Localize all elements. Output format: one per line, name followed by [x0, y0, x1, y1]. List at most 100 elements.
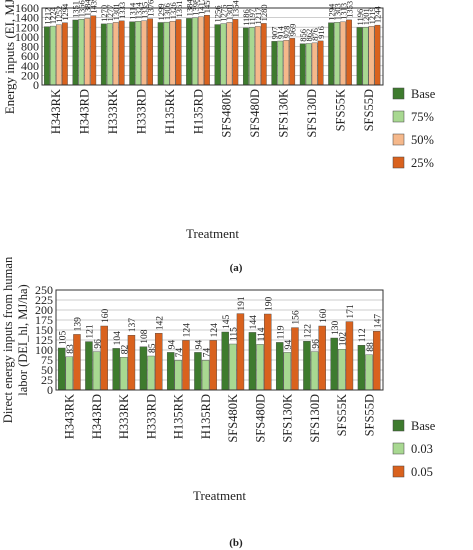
- panel-a-data-label: 916: [316, 26, 326, 39]
- panel-a-bar: [214, 24, 221, 86]
- panel-b-x-tick-label: H333RK: [117, 394, 131, 439]
- panel-b-y-tick-label: 150: [35, 323, 53, 337]
- panel-a-data-label: 969: [287, 24, 297, 37]
- panel-b-y-tick-label: 25: [41, 373, 53, 387]
- panel-a-bar: [226, 22, 233, 86]
- panel-b-bar: [127, 335, 136, 391]
- panel-a-data-label: 1256: [213, 6, 223, 23]
- panel-b-data-label: 96: [311, 339, 321, 349]
- panel-b-bar: [357, 345, 366, 391]
- panel-b-data-label: 190: [265, 297, 275, 312]
- panel-a-bar: [299, 43, 306, 86]
- panel-b-x-tick-label: H135RD: [199, 394, 213, 439]
- panel-b-data-label: 94: [284, 340, 294, 350]
- panel-a-bar: [50, 25, 56, 86]
- panel-a-data-label: 1280: [259, 4, 269, 21]
- panel-a-bar: [72, 19, 79, 86]
- panel-b-caption-label: (b): [229, 537, 243, 549]
- panel-a-bar: [248, 27, 255, 86]
- panel-a-data-label: 1335: [139, 2, 149, 19]
- panel-b-bar: [303, 341, 311, 391]
- panel-a-bar: [44, 26, 50, 86]
- panel-a-bar: [283, 40, 290, 86]
- panel-a-data-label: 1212: [42, 8, 52, 25]
- panel-b-data-label: 145: [222, 315, 232, 330]
- panel-a-bar: [141, 20, 148, 86]
- panel-a-legend-swatch: [392, 87, 405, 100]
- panel-a-y-axis-label: Energy inputs (EI, MJ/ha): [2, 0, 17, 114]
- panel-b-data-label: 191: [237, 296, 247, 311]
- panel-a-x-tick-label: SFS55K: [333, 89, 347, 131]
- panel-b-data-label: 74: [202, 348, 212, 358]
- panel-b-legend-swatch: [392, 442, 405, 455]
- panel-a-data-label: 914: [276, 26, 286, 40]
- panel-b-bar: [85, 341, 93, 391]
- panel-a-bar: [328, 22, 335, 86]
- panel-a-bar: [112, 22, 119, 86]
- panel-b-bar: [291, 327, 299, 391]
- panel-a-bar: [334, 22, 340, 86]
- panel-a-data-label: 862: [304, 29, 314, 42]
- panel-a-caption-label: (a): [230, 262, 243, 274]
- panel-b-x-tick-label: H343RK: [63, 394, 77, 439]
- panel-b-bar: [73, 334, 81, 391]
- panel-a-bar: [368, 26, 375, 86]
- panel-a-y-tick-label: 400: [21, 59, 39, 73]
- panel-a-y-tick-label: 1000: [15, 30, 39, 44]
- panel-a-data-label: 1197: [247, 9, 257, 26]
- panel-b-data-label: 139: [74, 317, 84, 332]
- panel-b-bar: [310, 351, 319, 391]
- panel-b-bar: [166, 352, 175, 391]
- panel-b-bar: [283, 352, 292, 391]
- panel-a-data-label: 1353: [344, 1, 354, 18]
- panel-a-x-tick-label: H333RK: [106, 89, 120, 134]
- panel-a-bar: [242, 27, 249, 86]
- panel-a-x-tick-label: H343RK: [49, 89, 63, 134]
- panel-a-bar: [186, 18, 192, 86]
- panel-a-bar: [169, 20, 176, 86]
- panel-b-data-label: 82: [121, 344, 131, 354]
- panel-b-data-label: 124: [210, 323, 220, 338]
- panel-b-legend-swatch: [392, 465, 405, 478]
- panel-b-x-tick-label: SFS480D: [253, 394, 267, 443]
- panel-b-legend-swatch: [392, 419, 405, 432]
- panel-b-bar: [112, 348, 120, 391]
- panel-a-data-label: 1314: [128, 2, 138, 20]
- panel-a-data-label: 856: [298, 29, 308, 42]
- panel-b-y-tick-label: 250: [35, 283, 53, 297]
- panel-a-data-label: 876: [310, 28, 320, 41]
- panel-a-data-label: 1299: [156, 3, 166, 20]
- panel-a-y-tick-label: 0: [33, 78, 39, 92]
- panel-a-y-tick-label: 200: [21, 68, 39, 82]
- panel-b-data-label: 94: [167, 340, 177, 350]
- panel-a-legend-label: 25%: [411, 156, 434, 170]
- panel-a-bar: [192, 17, 198, 86]
- panel-b-y-tick-label: 50: [41, 363, 53, 377]
- panel-b-legend-label: 0.03: [411, 442, 433, 456]
- panel-a-y-tick-label: 1600: [15, 1, 39, 15]
- panel-b-bar: [256, 344, 264, 391]
- panel-a-data-label: 1224: [48, 6, 58, 24]
- panel-a-data-label: 1186: [241, 9, 251, 26]
- panel-a-bar: [220, 23, 227, 86]
- panel-a-data-label: 1450: [202, 0, 212, 13]
- panel-a-bar: [254, 26, 261, 86]
- panel-b-bar: [263, 313, 272, 391]
- panel-a-x-tick-label: SFS480D: [248, 89, 262, 138]
- panel-a-bar: [340, 21, 346, 86]
- panel-b-bar: [338, 349, 346, 391]
- panel-a-data-label: 1351: [71, 1, 81, 18]
- panel-b-bar: [229, 343, 237, 391]
- panel-a-bar: [311, 42, 318, 86]
- panel-b-y-tick-label: 125: [35, 333, 53, 347]
- panel-b-bar: [194, 352, 202, 391]
- panel-b-x-tick-label: H333RD: [144, 394, 158, 439]
- panel-b-data-label: 124: [183, 323, 193, 338]
- panel-a-data-label: 1301: [111, 3, 121, 20]
- panel-b-bar: [201, 360, 210, 391]
- panel-a-bar: [346, 19, 352, 86]
- panel-b-data-label: 105: [58, 331, 68, 346]
- panel-b-data-label: 142: [156, 316, 166, 331]
- panel-b-bar: [182, 340, 190, 391]
- panel-b-data-label: 121: [86, 324, 96, 339]
